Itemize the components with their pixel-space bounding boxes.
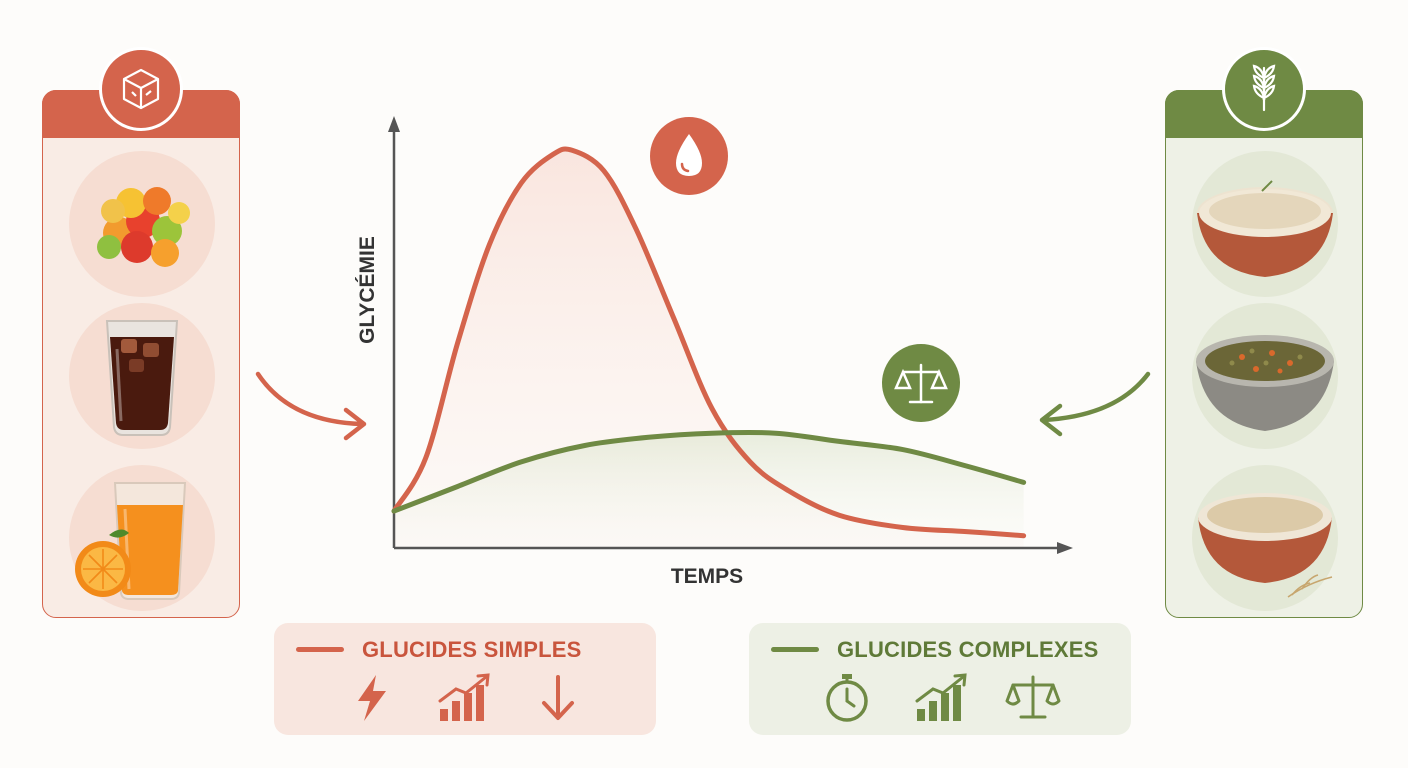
orange-juice-icon	[69, 465, 215, 611]
legend-simple-swatch	[296, 647, 344, 652]
rising-chart-icon	[438, 673, 490, 721]
simple-carbs-panel	[42, 47, 240, 618]
legend-complex-swatch	[771, 647, 819, 652]
sugar-cube-icon	[99, 47, 183, 131]
rice-bowl-icon	[1192, 151, 1338, 297]
cola-glass-icon	[69, 303, 215, 449]
legend-complex-label: GLUCIDES COMPLEXES	[837, 637, 1099, 662]
balance-scale-icon	[1005, 675, 1061, 719]
legend-simple-label: GLUCIDES SIMPLES	[362, 637, 582, 662]
rising-chart-icon	[915, 673, 967, 721]
stopwatch-icon	[826, 674, 868, 722]
blood-drop-icon	[650, 117, 728, 195]
complex-carbs-panel	[1165, 47, 1363, 618]
down-arrow-icon	[542, 675, 574, 720]
lightning-icon	[358, 675, 386, 721]
series-line-complex	[391, 429, 1027, 514]
gummy-candies-icon	[69, 151, 215, 297]
curved-arrow-right-icon	[255, 371, 367, 441]
oat-bowl-icon	[1192, 465, 1338, 611]
series-line-simple	[391, 146, 1027, 539]
curved-arrow-left-icon	[1039, 371, 1151, 437]
x-axis-label: TEMPS	[671, 565, 743, 588]
legend-complex-carbs: GLUCIDES COMPLEXES	[749, 623, 1131, 735]
x-axis-arrowhead	[1057, 542, 1073, 554]
legend-simple-carbs: GLUCIDES SIMPLES	[274, 623, 656, 735]
y-axis-label: GLYCÉMIE	[356, 236, 379, 344]
series-area-simple	[394, 148, 1024, 548]
series-area-complex	[394, 432, 1024, 548]
wheat-icon	[1222, 47, 1306, 131]
y-axis-arrowhead	[388, 116, 400, 132]
balance-scale-icon	[882, 344, 960, 422]
lentil-bowl-icon	[1192, 303, 1338, 449]
